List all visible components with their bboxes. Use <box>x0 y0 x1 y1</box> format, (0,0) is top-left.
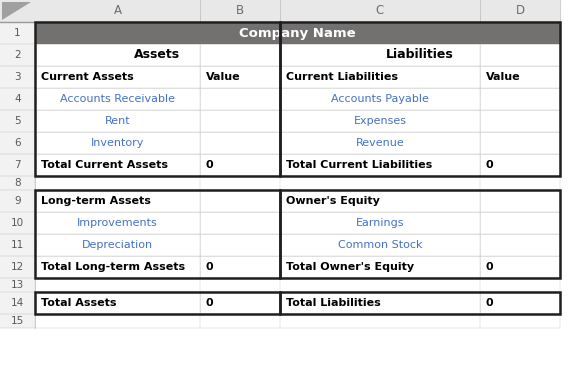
Bar <box>35 154 560 176</box>
Bar <box>0 44 35 66</box>
Text: Liabilities: Liabilities <box>386 49 454 61</box>
Text: Total Liabilities: Total Liabilities <box>286 298 381 308</box>
Bar <box>0 110 35 132</box>
Bar <box>0 0 35 22</box>
Bar <box>35 66 560 88</box>
Bar <box>0 212 35 234</box>
Bar <box>35 190 560 212</box>
Bar <box>280 22 560 176</box>
Bar <box>35 22 560 44</box>
Bar <box>35 256 560 278</box>
Text: 15: 15 <box>11 316 24 326</box>
Text: 0: 0 <box>206 262 214 272</box>
Bar <box>0 154 35 176</box>
Text: 0: 0 <box>486 160 493 170</box>
Bar <box>280 190 560 278</box>
Text: 10: 10 <box>11 218 24 228</box>
Text: 3: 3 <box>14 72 21 82</box>
Text: 9: 9 <box>14 196 21 206</box>
Text: 1: 1 <box>14 28 21 38</box>
Text: Accounts Payable: Accounts Payable <box>331 94 429 104</box>
Bar <box>0 256 35 278</box>
Bar <box>35 292 280 314</box>
Bar <box>0 176 35 190</box>
Bar <box>35 88 560 110</box>
Text: B: B <box>236 5 244 17</box>
Text: 4: 4 <box>14 94 21 104</box>
Text: Company Name: Company Name <box>239 26 356 40</box>
Text: Improvements: Improvements <box>77 218 158 228</box>
Text: Expenses: Expenses <box>353 116 407 126</box>
Text: Long-term Assets: Long-term Assets <box>41 196 151 206</box>
Bar <box>0 292 35 314</box>
Bar <box>35 278 560 292</box>
Text: Revenue: Revenue <box>356 138 404 148</box>
Text: Owner's Equity: Owner's Equity <box>286 196 380 206</box>
Bar <box>0 132 35 154</box>
Bar <box>35 22 560 44</box>
Bar <box>0 88 35 110</box>
Text: Depreciation: Depreciation <box>82 240 153 250</box>
Bar <box>35 0 200 22</box>
Text: D: D <box>516 5 525 17</box>
Text: Current Liabilities: Current Liabilities <box>286 72 398 82</box>
Bar <box>35 110 560 132</box>
Text: Value: Value <box>206 72 240 82</box>
Text: Total Current Assets: Total Current Assets <box>41 160 168 170</box>
Bar <box>280 292 560 314</box>
Bar <box>35 212 560 234</box>
Text: 13: 13 <box>11 280 24 290</box>
Bar <box>0 278 35 292</box>
Bar <box>0 314 35 328</box>
Text: 0: 0 <box>486 262 493 272</box>
Text: 2: 2 <box>14 50 21 60</box>
Text: Total Long-term Assets: Total Long-term Assets <box>41 262 185 272</box>
Bar <box>35 190 280 278</box>
Text: 12: 12 <box>11 262 24 272</box>
Text: Value: Value <box>486 72 521 82</box>
Bar <box>200 0 280 22</box>
Text: A: A <box>114 5 122 17</box>
Polygon shape <box>2 2 31 20</box>
Text: 0: 0 <box>206 160 214 170</box>
Bar <box>35 44 560 66</box>
Bar <box>35 314 560 328</box>
Bar <box>35 132 560 154</box>
Text: Rent: Rent <box>104 116 130 126</box>
Text: Accounts Receivable: Accounts Receivable <box>60 94 175 104</box>
Text: Assets: Assets <box>134 49 180 61</box>
Bar <box>0 234 35 256</box>
Bar <box>35 22 280 176</box>
Text: 14: 14 <box>11 298 24 308</box>
Bar <box>35 234 560 256</box>
Text: Inventory: Inventory <box>91 138 144 148</box>
Bar <box>480 0 560 22</box>
Text: 8: 8 <box>14 178 21 188</box>
Bar <box>35 292 560 314</box>
Text: 5: 5 <box>14 116 21 126</box>
Text: Total Owner's Equity: Total Owner's Equity <box>286 262 414 272</box>
Text: 11: 11 <box>11 240 24 250</box>
Text: Common Stock: Common Stock <box>338 240 422 250</box>
Text: 0: 0 <box>206 298 214 308</box>
Bar <box>35 176 560 190</box>
Text: 0: 0 <box>486 298 493 308</box>
Text: 7: 7 <box>14 160 21 170</box>
Text: C: C <box>376 5 384 17</box>
Bar <box>280 0 480 22</box>
Bar <box>0 22 35 44</box>
Text: Current Assets: Current Assets <box>41 72 134 82</box>
Text: Total Assets: Total Assets <box>41 298 116 308</box>
Bar <box>0 66 35 88</box>
Bar <box>0 190 35 212</box>
Text: Earnings: Earnings <box>356 218 404 228</box>
Text: Total Current Liabilities: Total Current Liabilities <box>286 160 432 170</box>
Text: 6: 6 <box>14 138 21 148</box>
